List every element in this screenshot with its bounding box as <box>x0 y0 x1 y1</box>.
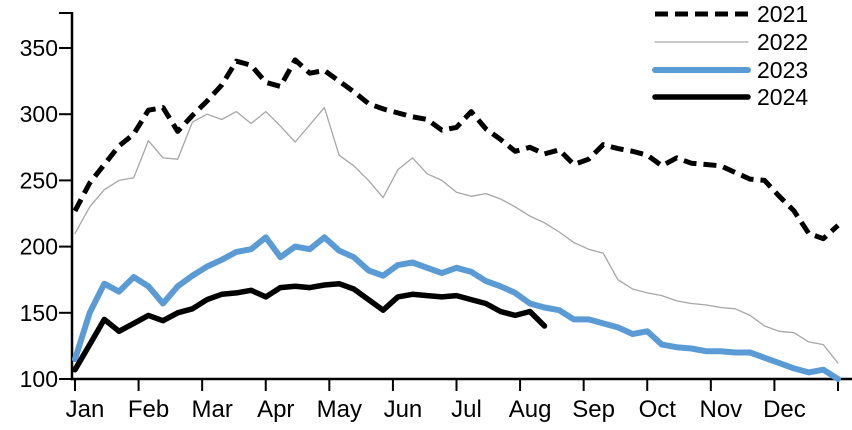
x-axis-month-label: Jan <box>66 396 105 423</box>
legend-label-2024: 2024 <box>757 84 808 110</box>
series-line-2022 <box>74 106 839 364</box>
x-axis-month-label: Mar <box>191 396 232 423</box>
x-axis-month-label: Jun <box>384 396 423 423</box>
x-axis-month-label: Jul <box>451 396 482 423</box>
y-axis-tick-label: 300 <box>20 101 58 127</box>
x-axis-month-label: Feb <box>128 396 169 423</box>
series-line-2021 <box>72 57 840 242</box>
legend-label-2021: 2021 <box>757 1 808 27</box>
x-axis-month-label: May <box>317 396 362 423</box>
x-axis-month-label: Aug <box>509 396 552 423</box>
y-axis-tick-label: 350 <box>20 35 58 61</box>
y-axis-tick-label: 150 <box>20 300 58 326</box>
x-axis-month-label: Apr <box>257 396 294 423</box>
x-axis-month-label: Oct <box>639 396 677 423</box>
y-axis-tick-label: 250 <box>20 167 58 193</box>
x-axis-month-label: Sep <box>572 396 615 423</box>
legend-label-2022: 2022 <box>757 29 808 55</box>
series-line-2023 <box>72 234 841 382</box>
y-axis-tick-label: 200 <box>20 234 58 260</box>
x-axis-month-label: Nov <box>699 396 742 423</box>
y-axis-tick-label: 100 <box>20 366 58 392</box>
x-axis-month-label: Dec <box>763 396 806 423</box>
series-line-2024 <box>72 280 548 373</box>
legend-label-2023: 2023 <box>757 57 808 83</box>
